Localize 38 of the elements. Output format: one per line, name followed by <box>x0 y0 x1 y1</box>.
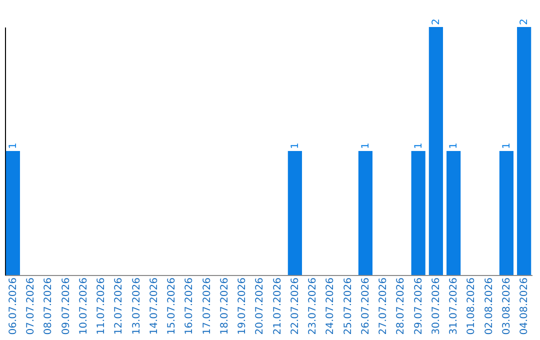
x-tick-label: 09.07.2026 <box>60 278 72 335</box>
x-tick-label: 11.07.2026 <box>96 278 108 335</box>
data-label: 1 <box>8 142 19 149</box>
x-tick-label: 15.07.2026 <box>166 278 178 335</box>
x-tick-label: 29.07.2026 <box>413 278 424 335</box>
x-tick-label: 24.07.2026 <box>325 278 336 335</box>
x-tick-label: 14.07.2026 <box>148 278 160 335</box>
x-tick-label: 20.07.2026 <box>254 278 266 335</box>
data-label: 1 <box>290 142 301 149</box>
x-tick-label: 17.07.2026 <box>202 278 213 335</box>
x-tick-label: 07.07.2026 <box>26 278 37 335</box>
x-tick-label: 27.07.2026 <box>378 278 390 335</box>
x-tick-label: 30.07.2026 <box>430 278 442 335</box>
x-tick-label: 28.07.2026 <box>396 278 407 335</box>
data-label: 2 <box>519 18 530 25</box>
x-tick-label: 22.07.2026 <box>290 278 301 335</box>
x-tick-label: 26.07.2026 <box>360 278 372 335</box>
x-tick-label: 06.07.2026 <box>8 278 19 335</box>
x-tick-label: 16.07.2026 <box>184 278 196 335</box>
x-tick-label: 23.07.2026 <box>308 278 319 335</box>
x-tick-label: 13.07.2026 <box>131 278 142 335</box>
x-tick-label: 04.08.2026 <box>519 278 530 335</box>
x-tick-label: 25.07.2026 <box>342 278 354 335</box>
x-tick-label: 12.07.2026 <box>114 278 125 335</box>
x-tick-label: 18.07.2026 <box>219 278 230 335</box>
x-tick-label: 02.08.2026 <box>484 278 495 335</box>
x-tick-label: 19.07.2026 <box>237 278 248 335</box>
x-tick-label: 01.08.2026 <box>466 278 478 335</box>
x-tick-label: 03.08.2026 <box>501 278 512 335</box>
data-label: 1 <box>448 142 460 149</box>
data-label: 1 <box>360 142 372 149</box>
x-tick-label: 31.07.2026 <box>448 278 460 335</box>
data-label: 2 <box>430 18 442 25</box>
x-tick-label: 10.07.2026 <box>78 278 90 335</box>
data-label: 1 <box>501 142 512 149</box>
x-tick-label: 08.07.2026 <box>43 278 54 335</box>
x-tick-label: 21.07.2026 <box>272 278 284 335</box>
data-label: 1 <box>413 142 424 149</box>
